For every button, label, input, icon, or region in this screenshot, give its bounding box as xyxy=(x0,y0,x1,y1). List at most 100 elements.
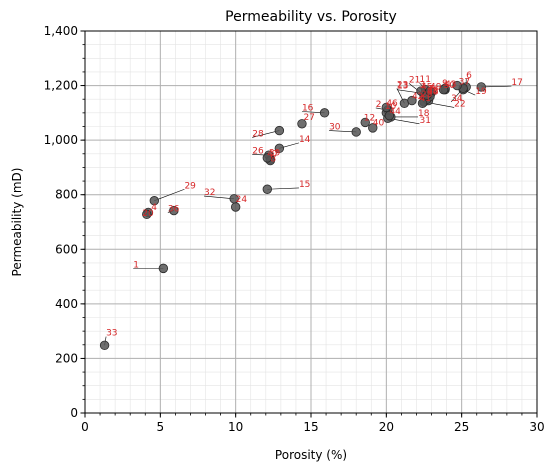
point-label-49: 49 xyxy=(430,82,442,92)
point-label-18: 18 xyxy=(418,109,430,119)
point-label-11: 11 xyxy=(419,75,430,85)
point-label-36: 36 xyxy=(168,204,180,214)
point-label-31: 31 xyxy=(419,116,430,126)
point-label-17: 17 xyxy=(511,78,522,88)
chart-title: Permeability vs. Porosity xyxy=(225,9,397,25)
data-point-33 xyxy=(99,340,110,351)
point-label-27: 27 xyxy=(303,113,314,123)
data-point-36 xyxy=(169,205,179,216)
point-label-19: 19 xyxy=(475,87,487,97)
point-label-50: 50 xyxy=(444,81,456,91)
point-label-4: 4 xyxy=(151,203,157,213)
x-tick-label: 5 xyxy=(157,420,165,434)
data-point-50 xyxy=(438,84,449,95)
x-tick-label: 10 xyxy=(228,420,243,434)
data-point-20 xyxy=(142,209,152,220)
point-label-8: 8 xyxy=(270,155,276,165)
point-label-45: 45 xyxy=(421,82,432,92)
point-label-12: 12 xyxy=(364,114,375,124)
x-tick-label: 0 xyxy=(81,420,89,434)
point-label-13: 13 xyxy=(397,82,408,92)
data-point-17 xyxy=(476,82,486,92)
point-label-28: 28 xyxy=(252,129,264,139)
y-tick-label: 0 xyxy=(70,406,78,420)
data-point-41 xyxy=(417,98,428,109)
x-tick-label: 25 xyxy=(454,420,469,434)
point-label-20: 20 xyxy=(142,209,154,219)
point-label-2: 2 xyxy=(376,100,382,110)
point-label-37: 37 xyxy=(459,78,470,88)
leader-line-29 xyxy=(154,188,185,201)
point-label-9: 9 xyxy=(442,79,448,89)
x-tick-label: 15 xyxy=(303,420,318,434)
point-label-48: 48 xyxy=(427,87,439,97)
data-point-44 xyxy=(384,110,395,121)
leader-line-32 xyxy=(203,195,235,200)
axis-ticks xyxy=(80,30,538,418)
data-point-15 xyxy=(262,184,273,194)
point-label-16: 16 xyxy=(302,103,314,113)
point-label-33: 33 xyxy=(106,329,117,339)
point-label-10: 10 xyxy=(385,102,397,112)
point-label-41: 41 xyxy=(419,94,430,104)
point-label-26: 26 xyxy=(252,146,264,156)
point-label-23: 23 xyxy=(397,80,408,90)
data-point-16 xyxy=(319,108,330,118)
point-label-46: 46 xyxy=(386,99,398,109)
data-point-29 xyxy=(149,196,160,206)
data-point-14 xyxy=(274,143,285,154)
leader-line-17 xyxy=(481,85,512,88)
x-axis-title: Porosity (%) xyxy=(275,448,347,462)
y-axis-title: Permeability (mD) xyxy=(10,168,24,277)
y-tick-label: 1,000 xyxy=(44,133,78,147)
y-tick-label: 400 xyxy=(55,297,78,311)
leader-line-15 xyxy=(267,187,299,190)
point-label-21: 21 xyxy=(409,75,420,85)
point-label-44: 44 xyxy=(389,107,401,117)
data-point-1 xyxy=(158,263,169,274)
x-tick-label: 20 xyxy=(379,420,394,434)
data-point-47 xyxy=(262,153,273,163)
point-label-39: 39 xyxy=(269,149,281,159)
data-point-12 xyxy=(360,117,370,128)
point-label-42: 42 xyxy=(412,92,423,102)
point-label-14: 14 xyxy=(299,135,311,145)
point-label-34: 34 xyxy=(451,94,463,104)
point-label-3: 3 xyxy=(419,80,425,90)
data-point-28 xyxy=(274,125,285,136)
point-label-35: 35 xyxy=(427,86,438,96)
y-tick-label: 1,400 xyxy=(44,24,78,38)
point-label-30: 30 xyxy=(329,123,341,133)
y-tick-label: 200 xyxy=(55,351,78,365)
point-label-1: 1 xyxy=(133,260,139,270)
point-label-22: 22 xyxy=(454,99,465,109)
point-label-43: 43 xyxy=(445,80,456,90)
data-point-30 xyxy=(351,127,361,137)
point-label-29: 29 xyxy=(184,181,196,191)
point-label-32: 32 xyxy=(204,188,215,198)
y-tick-label: 800 xyxy=(55,188,78,202)
data-point-40 xyxy=(368,123,378,133)
point-label-15: 15 xyxy=(299,180,310,190)
point-label-38: 38 xyxy=(427,88,439,98)
data-point-46 xyxy=(381,102,392,113)
point-label-6: 6 xyxy=(466,71,472,81)
data-point-37 xyxy=(452,80,462,91)
y-tick-label: 600 xyxy=(55,242,78,256)
data-points xyxy=(99,80,486,351)
data-point-27 xyxy=(297,119,307,129)
point-label-7: 7 xyxy=(429,84,435,94)
point-label-24: 24 xyxy=(236,195,248,205)
point-labels: 1234678910111213141516171819202122232425… xyxy=(106,71,523,339)
data-point-42 xyxy=(407,95,417,106)
point-label-40: 40 xyxy=(373,119,385,129)
x-tick-labels: 0 5 10 15 20 25 30 xyxy=(81,420,544,434)
y-tick-label: 1,200 xyxy=(44,79,78,93)
point-label-47: 47 xyxy=(267,149,278,159)
point-label-25: 25 xyxy=(421,90,432,100)
y-tick-labels: 0 200 400 600 800 1,000 1,200 1,400 xyxy=(44,24,78,420)
data-point-32 xyxy=(229,194,239,204)
data-point-49 xyxy=(425,86,435,96)
x-tick-label: 30 xyxy=(529,420,544,434)
